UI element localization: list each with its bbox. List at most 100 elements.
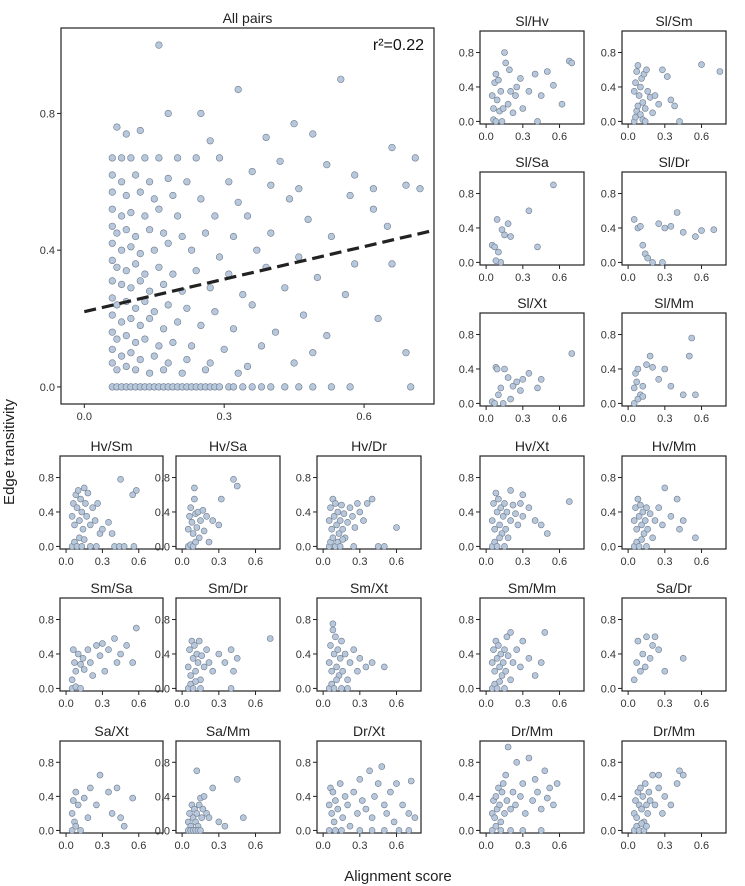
data-point	[495, 76, 502, 84]
y-tick-label: 0.4	[601, 82, 616, 94]
data-point	[309, 383, 317, 391]
y-tick-label: 0.4	[39, 791, 54, 803]
y-tick-label: 0.8	[296, 757, 311, 769]
data-point	[534, 118, 541, 125]
data-point	[640, 530, 648, 537]
data-point	[517, 75, 524, 82]
data-point	[531, 517, 539, 524]
panel: Sm/Dr 0.0 0.3 0.6 0.0 0.4 0.8	[155, 580, 281, 710]
data-point	[488, 659, 496, 666]
data-point	[193, 524, 201, 531]
data-point	[501, 500, 508, 507]
data-point	[496, 678, 503, 685]
points	[488, 487, 573, 550]
data-point	[369, 205, 378, 213]
data-point	[644, 254, 652, 262]
x-tick-label: 0.3	[515, 556, 530, 568]
data-point	[507, 487, 514, 494]
x-tick-label: 0.0	[58, 698, 73, 710]
y-tick-label: 0.4	[39, 507, 54, 519]
data-point	[492, 118, 500, 125]
y-tick-label: 0.8	[296, 473, 311, 485]
data-point	[492, 257, 500, 265]
data-point	[192, 667, 199, 675]
data-point	[503, 508, 511, 516]
data-point	[407, 383, 415, 391]
data-point	[295, 185, 303, 193]
x-tick-label: 0.6	[552, 413, 567, 425]
data-point	[492, 70, 500, 78]
data-point	[633, 659, 641, 666]
data-point	[191, 642, 198, 649]
data-point	[537, 521, 545, 529]
data-point	[132, 171, 140, 179]
y-tick-label: 0.8	[601, 330, 616, 342]
y-tick-label: 0.8	[459, 48, 474, 60]
data-point	[354, 667, 361, 675]
x-tick-label: 0.6	[694, 131, 709, 143]
data-point	[517, 663, 524, 671]
x-tick-label: 0.3	[352, 698, 367, 710]
data-point	[501, 810, 508, 817]
y-tick-label: 0.8	[39, 757, 54, 769]
data-point	[192, 267, 200, 275]
data-point	[512, 92, 519, 99]
data-point	[519, 375, 527, 383]
data-point	[667, 223, 675, 230]
panel: Sl/Sm 0.0 0.3 0.6 0.0 0.4 0.8	[601, 13, 727, 143]
data-point	[146, 314, 154, 323]
data-point	[341, 793, 349, 800]
data-point	[330, 685, 338, 692]
y-tick-label: 0.4	[459, 82, 474, 94]
x-tick-label: 0.6	[248, 556, 263, 568]
data-point	[99, 525, 106, 533]
x-tick-label: 0.6	[131, 698, 146, 710]
data-point	[87, 659, 94, 666]
x-tick-label: 0.3	[515, 840, 530, 852]
x-tick-label: 0.0	[478, 698, 493, 710]
data-point	[698, 61, 705, 68]
data-point	[295, 253, 303, 261]
data-point	[371, 793, 378, 800]
panel-frame	[479, 740, 585, 834]
panel-frame	[316, 740, 422, 834]
data-point	[356, 775, 364, 783]
data-point	[234, 85, 242, 94]
data-point	[637, 83, 644, 91]
data-point	[262, 133, 270, 141]
data-point	[380, 543, 388, 550]
y-tick-label: 0.8	[601, 615, 616, 627]
data-point	[550, 82, 557, 89]
data-point	[218, 495, 225, 503]
data-point	[637, 501, 644, 509]
points	[68, 475, 140, 550]
data-point	[117, 650, 124, 658]
x-tick-label: 0.0	[620, 840, 635, 852]
data-point	[350, 788, 358, 796]
data-point	[344, 676, 351, 684]
x-tick-label: 0.6	[694, 413, 709, 425]
y-tick-label: 0.8	[39, 473, 54, 485]
data-point	[327, 504, 334, 512]
data-point	[108, 311, 116, 319]
data-point	[649, 363, 656, 371]
panel: Sm/Mm 0.0 0.3 0.6 0.0 0.4 0.8	[459, 580, 585, 710]
data-point	[248, 301, 256, 309]
y-tick-label: 0.4	[601, 649, 616, 661]
data-point	[639, 382, 647, 390]
points	[488, 629, 549, 692]
data-point	[676, 767, 683, 775]
data-point	[160, 325, 168, 333]
data-point	[490, 105, 497, 112]
data-point	[661, 365, 669, 373]
y-tick-label: 0.0	[459, 825, 474, 837]
data-point	[132, 260, 140, 268]
data-point	[74, 650, 82, 658]
panel-frame	[59, 740, 164, 834]
y-tick-label: 0.4	[459, 649, 474, 661]
data-point	[290, 120, 298, 128]
data-point	[568, 350, 576, 357]
points	[325, 763, 419, 834]
data-point	[243, 362, 252, 371]
data-point	[411, 154, 419, 162]
